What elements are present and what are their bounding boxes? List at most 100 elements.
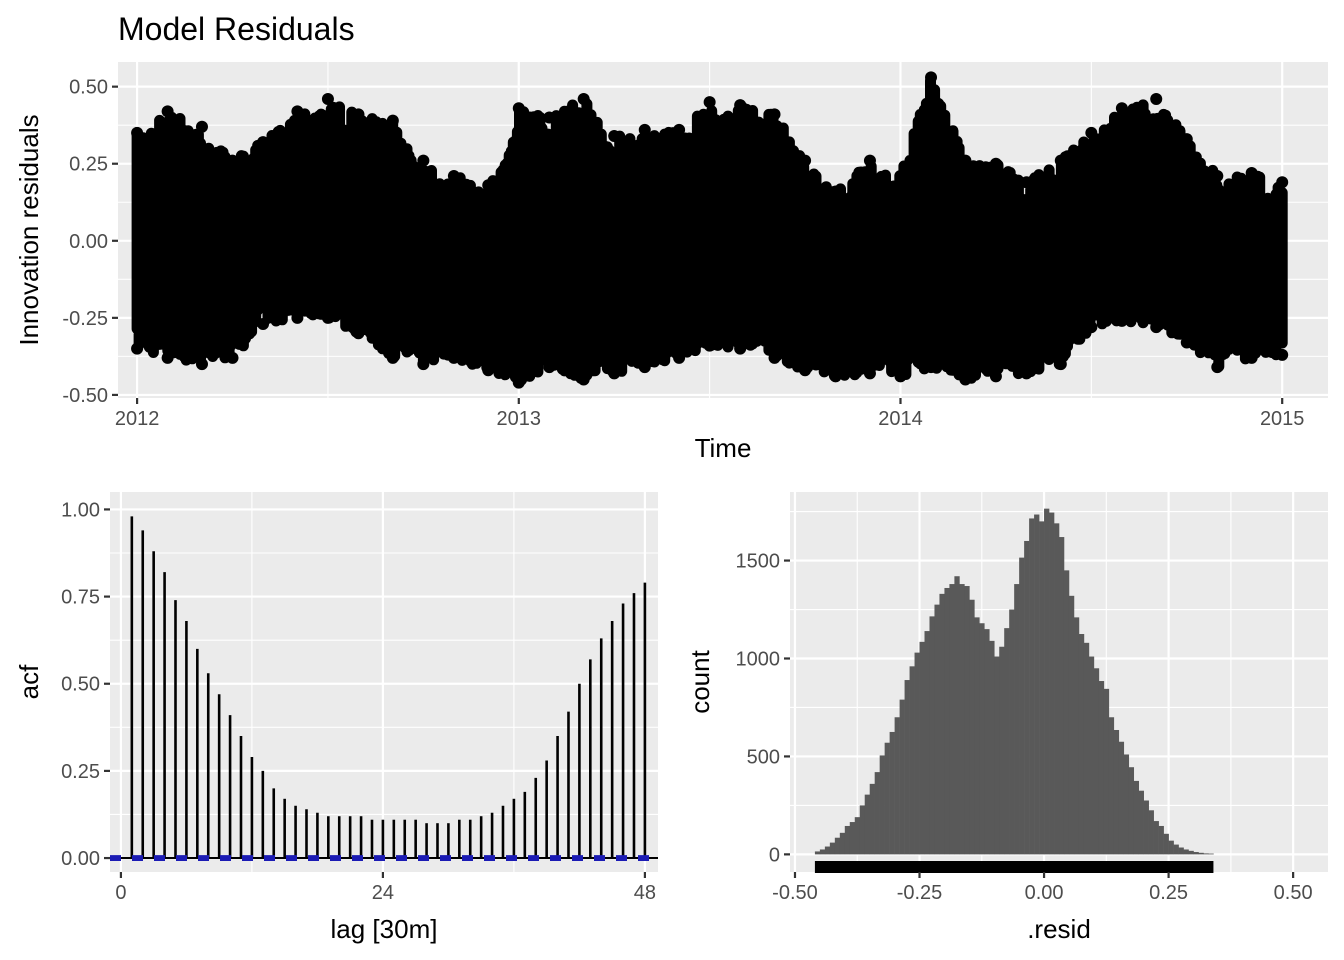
histogram-bar	[1118, 741, 1125, 855]
histogram-bar	[1113, 729, 1120, 855]
histogram-bar	[1093, 668, 1100, 855]
histogram-bar	[1133, 780, 1140, 855]
residual-point	[577, 92, 590, 105]
residuals-series	[131, 71, 1289, 389]
histogram-bar	[1083, 642, 1090, 855]
histogram-bar	[914, 652, 920, 855]
histogram-bar	[849, 822, 856, 855]
histogram-bar	[1098, 681, 1105, 855]
histogram-bar	[959, 584, 965, 855]
histogram-bar	[1034, 514, 1040, 855]
y-tick-label: 0.50	[69, 77, 108, 99]
residual-point	[829, 185, 842, 198]
histogram-bars	[814, 508, 1214, 873]
residual-point	[959, 373, 972, 386]
residual-point	[1054, 154, 1067, 167]
y-tick-label: 0.25	[61, 761, 100, 783]
histogram-x-label: .resid	[1027, 914, 1091, 944]
residual-point	[1276, 176, 1289, 189]
histogram-bar	[1063, 570, 1070, 855]
residual-point	[1020, 367, 1033, 380]
histogram-bar	[1078, 634, 1085, 855]
histogram-bar	[1143, 800, 1149, 855]
histogram-bar	[814, 851, 821, 855]
residual-point	[799, 364, 812, 377]
residual-point	[131, 126, 144, 139]
residual-point	[829, 370, 842, 383]
residual-point	[161, 105, 174, 118]
residual-point	[989, 157, 1002, 170]
histogram-bar	[1029, 518, 1035, 855]
residual-point	[447, 351, 460, 364]
x-tick-label: 0.50	[1274, 882, 1313, 904]
histogram-bar	[894, 717, 900, 855]
x-tick-label: 24	[372, 882, 394, 904]
residual-point	[291, 105, 304, 118]
histogram-rug	[814, 861, 1214, 873]
histogram-bar	[929, 616, 935, 855]
residual-point	[321, 92, 334, 105]
residual-point	[1211, 170, 1224, 183]
residual-point	[768, 351, 781, 364]
histogram-bar	[939, 593, 945, 855]
chart-title: Model Residuals	[118, 11, 355, 47]
residual-point	[863, 154, 876, 167]
histogram-bar	[819, 849, 826, 855]
y-tick-label: 0.00	[61, 848, 100, 870]
residual-point	[352, 327, 365, 340]
residual-point	[543, 361, 556, 374]
histogram-bar	[1168, 840, 1174, 855]
residual-point	[925, 361, 938, 374]
residual-point	[291, 311, 304, 324]
histogram-bar	[1188, 850, 1194, 855]
histogram-bar	[1103, 688, 1110, 855]
residual-point	[321, 311, 334, 324]
residual-point	[195, 358, 208, 371]
residual-point	[734, 99, 747, 112]
histogram-bar	[909, 666, 915, 855]
residual-point	[226, 154, 239, 167]
residual-point	[894, 170, 907, 183]
residual-point	[482, 364, 495, 377]
residual-point	[638, 123, 651, 136]
residual-point	[386, 114, 399, 127]
residual-point	[1276, 348, 1289, 361]
histogram-bar	[839, 832, 846, 855]
x-tick-label: 0	[115, 882, 126, 904]
histogram-bar	[1024, 540, 1030, 855]
histogram-bar	[1163, 833, 1169, 855]
x-tick-label: 2015	[1260, 408, 1305, 430]
histogram-bar	[829, 842, 836, 855]
residuals-axes: 2012 2013 2014 2015 -0.50 -0.25 0.00 0.25 0.50	[62, 77, 1304, 430]
residual-point	[703, 339, 716, 352]
histogram-bar	[824, 846, 831, 855]
histogram-bar	[1004, 628, 1010, 855]
histogram-bar	[1203, 853, 1209, 855]
residuals-x-label: Time	[695, 433, 752, 463]
y-tick-label: -0.50	[62, 385, 108, 407]
x-tick-label: 2012	[115, 408, 160, 430]
y-tick-label: 0.00	[69, 231, 108, 253]
histogram-bar	[874, 772, 880, 855]
residual-point	[417, 154, 430, 167]
histogram-bar	[969, 599, 975, 855]
histogram-bar	[1108, 717, 1115, 855]
residual-point	[1150, 92, 1163, 105]
histogram-bar	[884, 742, 890, 855]
histogram-bar	[979, 623, 985, 855]
residual-point	[673, 351, 686, 364]
histogram-bar	[989, 640, 995, 855]
residuals-y-label: Innovation residuals	[14, 114, 44, 345]
histogram-bar	[1198, 852, 1204, 855]
histogram-bar	[949, 584, 955, 855]
acf-x-label: lag [30m]	[331, 914, 438, 944]
histogram-bar	[834, 837, 841, 855]
histogram-bar	[1019, 557, 1025, 855]
histogram-bar	[1049, 512, 1055, 855]
histogram-bar	[984, 629, 990, 855]
residual-point	[1245, 166, 1258, 179]
histogram-bar	[1158, 825, 1164, 855]
residual-point	[1180, 336, 1193, 349]
histogram-bar	[919, 641, 925, 855]
histogram-bar	[944, 587, 950, 855]
